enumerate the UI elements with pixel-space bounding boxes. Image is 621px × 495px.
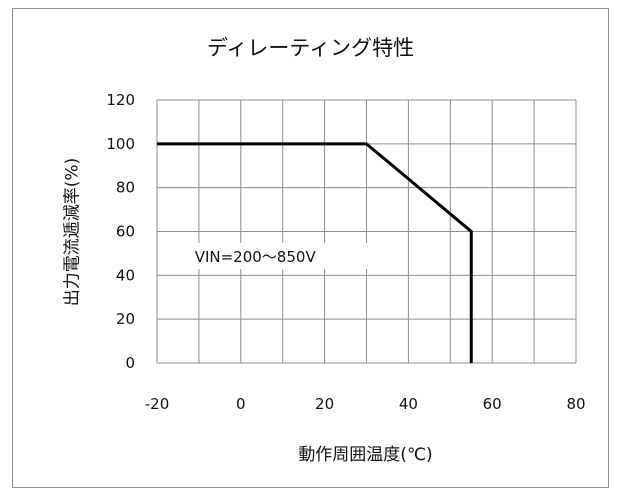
y-tick-label: 80 [116,179,135,197]
x-tick-label: 80 [566,395,585,413]
annotation-box [186,242,371,269]
x-axis-label: 動作周囲温度(℃) [298,445,433,465]
x-tick-label: 20 [315,395,334,413]
x-tick-label: 60 [483,395,502,413]
y-tick-label: 40 [116,266,135,284]
y-tick-label: 100 [106,135,135,153]
x-tick-label: 40 [399,395,418,413]
x-tick-label: -20 [145,395,170,413]
annotation-label: VIN=200～850V [195,248,317,266]
y-tick-label: 20 [116,310,135,328]
derating-series-line [157,142,473,363]
chart-title: ディレーティング特性 [206,36,415,60]
x-tick-label: 0 [236,395,246,413]
y-tick-label: 120 [106,91,135,109]
y-tick-label: 60 [116,223,135,241]
y-tick-label: 0 [125,354,135,372]
